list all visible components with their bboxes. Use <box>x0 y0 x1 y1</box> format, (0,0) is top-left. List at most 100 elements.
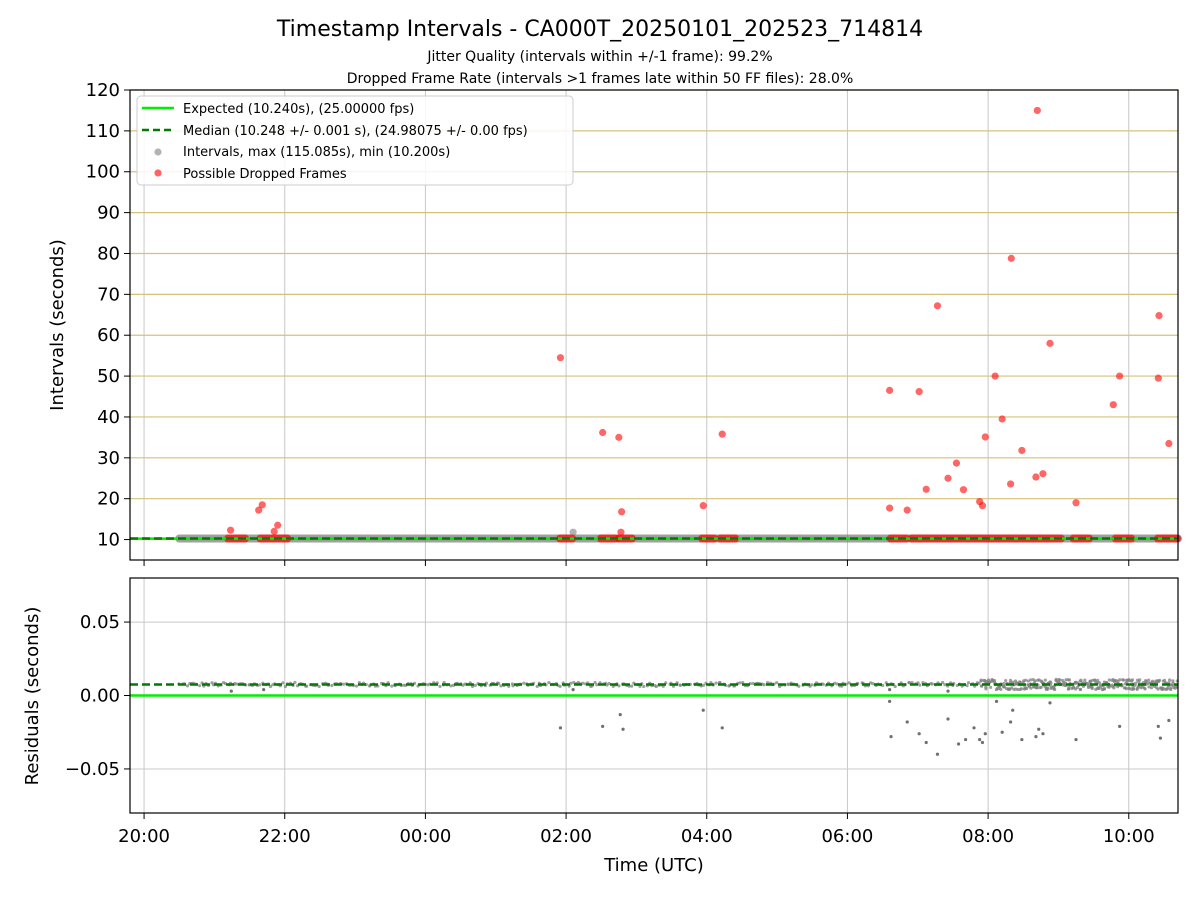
residuals-y-tick-label: 0.05 <box>80 612 120 633</box>
dropped-frame-point <box>270 527 278 535</box>
residual-point <box>197 684 202 688</box>
residual-point <box>595 683 599 687</box>
dropped-frame-point <box>226 526 235 534</box>
residual-point <box>1122 678 1126 682</box>
residual-point <box>607 681 611 686</box>
residual-point <box>986 678 991 682</box>
residual-outlier-point <box>972 726 976 730</box>
residual-outlier-point <box>917 732 921 736</box>
residual-point <box>281 681 285 685</box>
residual-point <box>1134 681 1138 685</box>
residual-point <box>918 683 922 687</box>
dropped-frame-point <box>618 508 626 516</box>
residual-point <box>569 681 573 685</box>
residuals-y-tick-label: −0.05 <box>65 759 120 780</box>
residuals-x-tick-label: 02:00 <box>540 826 592 847</box>
residuals-x-tick-label: 06:00 <box>821 826 873 847</box>
dropped-frame-point <box>1155 312 1163 320</box>
dropped-frame-point <box>258 501 266 509</box>
residual-point <box>258 683 262 687</box>
dropped-frame-point <box>255 506 263 514</box>
dropped-frame-point <box>274 521 282 529</box>
residual-outlier-point <box>889 735 893 739</box>
residual-point <box>1036 678 1040 682</box>
residual-point <box>1110 683 1114 687</box>
dropped-frame-point <box>886 386 894 394</box>
residual-point <box>1029 678 1033 682</box>
dropped-frame-point <box>1046 339 1054 347</box>
residuals-x-tick-label: 00:00 <box>399 826 451 847</box>
residual-point <box>1156 680 1160 684</box>
residual-point <box>1053 687 1057 692</box>
residual-point <box>1130 678 1135 682</box>
residual-outlier-point <box>720 726 724 730</box>
dropped-frame-point <box>1072 499 1080 507</box>
dropped-frame-point <box>915 388 923 396</box>
residual-point <box>558 684 562 688</box>
residual-point <box>1043 678 1047 682</box>
residual-outlier-point <box>558 726 563 730</box>
residuals-ylabel: Residuals (seconds) <box>22 607 43 786</box>
residual-point <box>1067 678 1072 682</box>
residual-point <box>1008 678 1013 683</box>
residual-point <box>1055 679 1059 684</box>
residual-point <box>293 680 297 685</box>
residual-point <box>979 678 983 682</box>
residual-point <box>1010 686 1014 690</box>
intervals-y-ticks: 10 20 30 40 50 60 70 80 90 100 110 120 <box>86 80 130 551</box>
residual-point <box>1147 685 1151 689</box>
residual-point <box>1002 681 1006 686</box>
residual-outlier-point <box>1009 720 1013 724</box>
chart-title: Timestamp Intervals - CA000T_20250101_20… <box>276 17 923 42</box>
residuals-x-tick-label: 08:00 <box>962 826 1014 847</box>
residual-point <box>330 683 334 688</box>
residual-point <box>1019 687 1023 691</box>
residuals-x-tick-label: 22:00 <box>259 826 311 847</box>
residual-point <box>1058 678 1062 682</box>
residual-point <box>1146 681 1150 685</box>
intervals-y-tick-label: 90 <box>97 203 120 224</box>
intervals-y-tick-label: 20 <box>97 489 120 510</box>
residual-point <box>1171 679 1175 683</box>
dropped-frame-point <box>944 474 952 482</box>
residual-outlier-point <box>571 688 575 692</box>
dropped-frame-point <box>922 485 930 493</box>
residual-outlier-point <box>1020 737 1024 742</box>
intervals-ylabel: Intervals (seconds) <box>47 239 68 411</box>
chart-subtitle-dropped: Dropped Frame Rate (intervals >1 frames … <box>347 71 854 87</box>
residual-point <box>1150 679 1155 683</box>
legend: Expected (10.240s), (25.00000 fps) Media… <box>136 95 574 186</box>
residual-point <box>989 685 993 689</box>
residual-point <box>522 681 526 685</box>
dropped-frame-point <box>886 504 894 512</box>
residual-point <box>1118 678 1122 682</box>
residual-point <box>630 684 634 688</box>
dropped-frame-point <box>952 459 961 467</box>
residual-outlier-point <box>905 720 909 724</box>
residual-point <box>654 684 658 689</box>
residual-point <box>1162 678 1167 683</box>
residual-point <box>1023 687 1027 691</box>
residual-point <box>1107 678 1111 682</box>
residual-outlier-point <box>888 699 892 703</box>
intervals-y-tick-label: 80 <box>97 243 120 264</box>
residual-point <box>593 680 597 685</box>
residual-point <box>449 684 453 688</box>
residual-point <box>847 681 851 685</box>
residual-outlier-point <box>229 689 233 693</box>
legend-box <box>136 95 574 186</box>
dropped-frame-point <box>933 302 942 310</box>
dropped-frame-point <box>599 428 607 437</box>
residual-outlier-point <box>621 727 625 731</box>
dropped-frame-point <box>991 372 999 380</box>
residual-outlier-point <box>1158 736 1163 740</box>
residuals-y-ticks: −0.05 0.00 0.05 <box>65 612 130 780</box>
residual-outlier-point <box>1037 727 1041 731</box>
dropped-frame-point <box>615 433 623 441</box>
dropped-frame-point <box>1154 374 1162 382</box>
residual-outlier-point <box>994 699 999 703</box>
residual-outlier-point <box>1167 718 1171 723</box>
residual-point <box>1154 679 1158 683</box>
residual-point <box>1097 681 1101 685</box>
